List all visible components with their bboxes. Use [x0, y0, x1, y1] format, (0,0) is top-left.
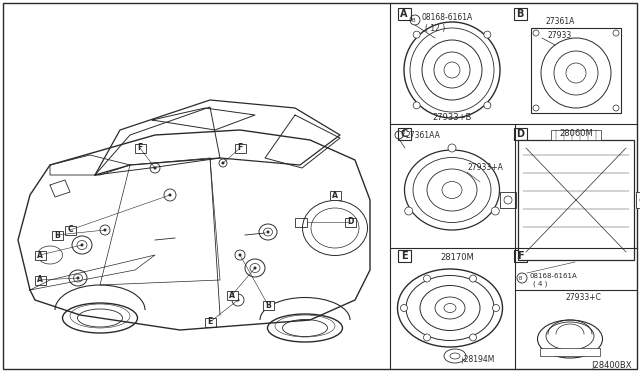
Text: E: E [401, 251, 407, 261]
Circle shape [404, 207, 413, 215]
Text: B: B [401, 131, 404, 135]
Text: 27361A: 27361A [545, 17, 574, 26]
Ellipse shape [253, 266, 257, 269]
Bar [35, 251, 46, 260]
Circle shape [493, 305, 499, 311]
Text: A: A [229, 291, 235, 299]
Text: 28060M: 28060M [559, 128, 593, 138]
Text: A: A [400, 9, 408, 19]
Circle shape [237, 298, 239, 301]
Text: F: F [237, 144, 243, 153]
Bar [531, 28, 621, 113]
Text: A: A [37, 276, 43, 285]
Circle shape [104, 228, 106, 231]
Circle shape [239, 253, 241, 257]
Text: F: F [516, 251, 524, 261]
Bar [514, 250, 527, 262]
Ellipse shape [266, 231, 269, 234]
Bar [398, 250, 411, 262]
Circle shape [504, 196, 512, 204]
Bar [636, 192, 640, 208]
Bar [345, 218, 356, 227]
Text: J28400BX: J28400BX [591, 360, 632, 369]
Text: -28194M: -28194M [462, 356, 495, 365]
Bar [514, 8, 527, 20]
Circle shape [533, 105, 539, 111]
Bar [514, 128, 527, 140]
Bar [263, 301, 274, 310]
Circle shape [424, 275, 431, 282]
Circle shape [492, 207, 499, 215]
Bar [518, 140, 634, 260]
Circle shape [154, 167, 157, 170]
Text: ( 12 ): ( 12 ) [425, 23, 445, 32]
Bar [227, 291, 238, 300]
Text: 27933: 27933 [547, 31, 572, 39]
Bar [295, 218, 307, 227]
Text: C: C [401, 129, 408, 139]
Circle shape [168, 193, 172, 196]
Bar [500, 192, 516, 208]
Text: 27933+C: 27933+C [565, 294, 601, 302]
Text: ( 4 ): ( 4 ) [533, 281, 547, 287]
Text: 27933+B: 27933+B [432, 113, 472, 122]
Circle shape [401, 305, 408, 311]
Circle shape [448, 144, 456, 152]
Text: B: B [265, 301, 271, 310]
Text: A: A [37, 250, 43, 260]
Text: A: A [332, 190, 338, 199]
Bar [398, 8, 411, 20]
Circle shape [613, 30, 619, 36]
Circle shape [424, 334, 431, 341]
Ellipse shape [81, 244, 83, 247]
Circle shape [470, 275, 477, 282]
Circle shape [413, 102, 420, 109]
Text: F: F [138, 144, 143, 153]
Text: C: C [67, 225, 73, 234]
Text: B: B [411, 17, 415, 22]
Circle shape [484, 31, 491, 38]
Bar [35, 276, 46, 285]
Text: 28170M: 28170M [440, 253, 474, 263]
Bar [135, 144, 146, 153]
Circle shape [533, 30, 539, 36]
Text: B: B [516, 9, 524, 19]
Circle shape [413, 31, 420, 38]
Bar [551, 130, 601, 140]
Bar [540, 348, 600, 356]
Bar [330, 191, 341, 200]
Bar [205, 318, 216, 327]
Text: D: D [347, 218, 353, 227]
Circle shape [221, 161, 225, 164]
Text: 27933+A: 27933+A [468, 164, 504, 173]
Bar [235, 144, 246, 153]
Circle shape [613, 105, 619, 111]
Text: 08168-6161A: 08168-6161A [421, 13, 472, 22]
Text: B: B [518, 276, 522, 280]
Text: E: E [207, 317, 212, 327]
Bar [398, 128, 411, 140]
Circle shape [470, 334, 477, 341]
Bar [65, 226, 76, 235]
Text: B: B [54, 231, 60, 240]
Text: 08168-6161A: 08168-6161A [529, 273, 577, 279]
Text: 27361AA: 27361AA [405, 131, 440, 141]
Ellipse shape [77, 276, 79, 279]
Circle shape [484, 102, 491, 109]
Bar [52, 231, 63, 240]
Text: D: D [516, 129, 524, 139]
